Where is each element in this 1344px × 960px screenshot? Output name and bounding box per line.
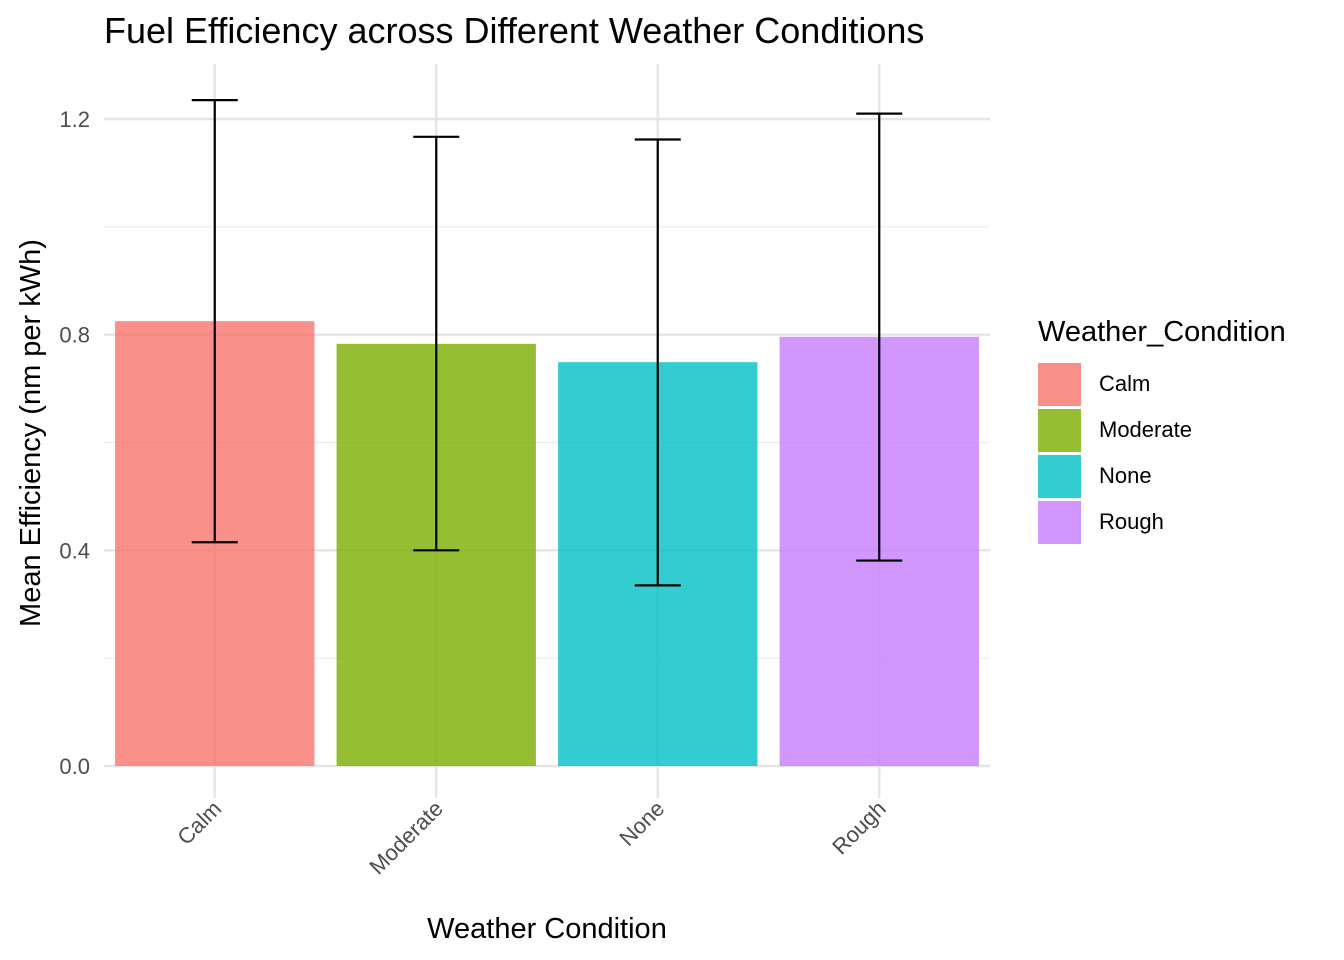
legend-item-none: None xyxy=(1038,453,1286,499)
legend-label-moderate: Moderate xyxy=(1099,417,1192,442)
y-axis-title: Mean Efficiency (nm per kWh) xyxy=(15,239,47,627)
legend-label-none: None xyxy=(1099,463,1152,488)
legend: Weather_Condition Calm Moderate None Rou… xyxy=(1038,316,1286,545)
legend-label-calm: Calm xyxy=(1099,371,1151,396)
y-tick-label: 0.8 xyxy=(59,323,90,348)
y-tick-label: 0.4 xyxy=(59,538,90,563)
x-tick-label-moderate: Moderate xyxy=(364,796,447,879)
y-tick-label: 1.2 xyxy=(59,107,90,132)
legend-key-rough xyxy=(1038,500,1081,544)
legend-item-calm: Calm xyxy=(1038,361,1286,407)
chart-title: Fuel Efficiency across Different Weather… xyxy=(104,10,925,51)
legend-title: Weather_Condition xyxy=(1038,316,1286,348)
x-tick-labels: Calm Moderate None Rough xyxy=(172,796,890,879)
legend-key-none xyxy=(1038,454,1081,498)
error-bars xyxy=(191,99,903,587)
x-tick-label-rough: Rough xyxy=(827,796,891,860)
legend-label-rough: Rough xyxy=(1099,509,1164,534)
legend-item-moderate: Moderate xyxy=(1038,407,1286,453)
x-tick-label-none: None xyxy=(614,796,669,851)
legend-key-calm xyxy=(1038,362,1081,406)
x-tick-label-calm: Calm xyxy=(172,796,226,850)
y-tick-labels: 0.0 0.4 0.8 1.2 xyxy=(59,107,90,779)
y-tick-label: 0.0 xyxy=(59,754,90,779)
legend-key-moderate xyxy=(1038,408,1081,452)
x-axis-title: Weather Condition xyxy=(427,913,667,945)
bars xyxy=(115,321,979,766)
legend-item-rough: Rough xyxy=(1038,499,1286,545)
